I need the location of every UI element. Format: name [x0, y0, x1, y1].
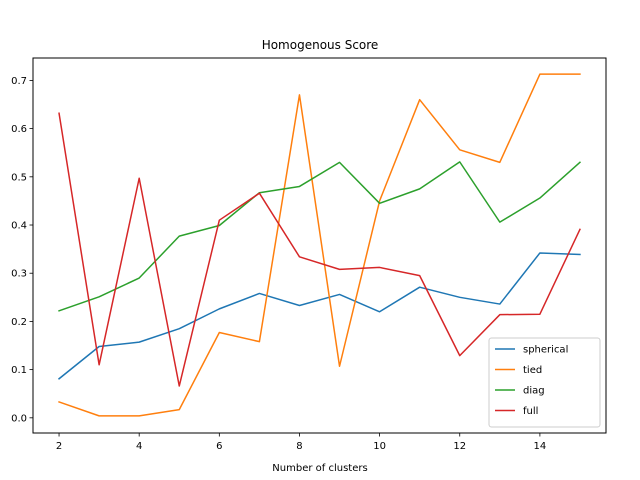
legend-label: full	[523, 406, 538, 417]
y-tick-label: 0.5	[11, 172, 27, 183]
plot-area	[32, 57, 607, 434]
x-tick-label: 2	[56, 441, 62, 452]
x-tick-label: 14	[534, 441, 547, 452]
x-tick-label: 4	[136, 441, 142, 452]
legend-item-tied: tied	[495, 365, 542, 376]
y-tick-label: 0.3	[11, 269, 27, 280]
y-tick-label: 0.0	[11, 413, 27, 424]
x-tick-label: 10	[373, 441, 386, 452]
legend-label: spherical	[523, 345, 568, 356]
legend-item-full: full	[495, 406, 538, 417]
y-tick-label: 0.2	[11, 317, 27, 328]
series-lines	[57, 73, 582, 417]
series-line-spherical	[57, 252, 581, 380]
legend: spherical tied diag full	[488, 337, 601, 428]
legend-box	[488, 337, 601, 428]
series-line-full	[58, 112, 581, 387]
series-line-tied	[58, 73, 581, 417]
y-tick-label: 0.4	[11, 221, 27, 232]
y-tick-label: 0.7	[11, 76, 27, 87]
plot-frame	[32, 57, 607, 434]
y-tick-label: 0.6	[11, 124, 27, 135]
x-axis-label: Number of clusters	[272, 463, 367, 474]
legend-item-spherical: spherical	[495, 345, 568, 356]
chart-title: Homogenous Score	[262, 38, 379, 52]
legend-label: tied	[523, 365, 542, 376]
y-axis: 0.0 0.1 0.2 0.3 0.4 0.5 0.6 0.7	[11, 76, 33, 424]
legend-label: diag	[523, 386, 545, 397]
x-tick-label: 8	[296, 441, 302, 452]
legend-item-diag: diag	[495, 386, 545, 397]
y-tick-label: 0.1	[11, 365, 27, 376]
x-tick-label: 12	[453, 441, 466, 452]
x-tick-label: 6	[216, 441, 222, 452]
x-axis: 2 4 6 8 10 12 14	[56, 433, 546, 452]
series-line-diag	[58, 161, 582, 312]
